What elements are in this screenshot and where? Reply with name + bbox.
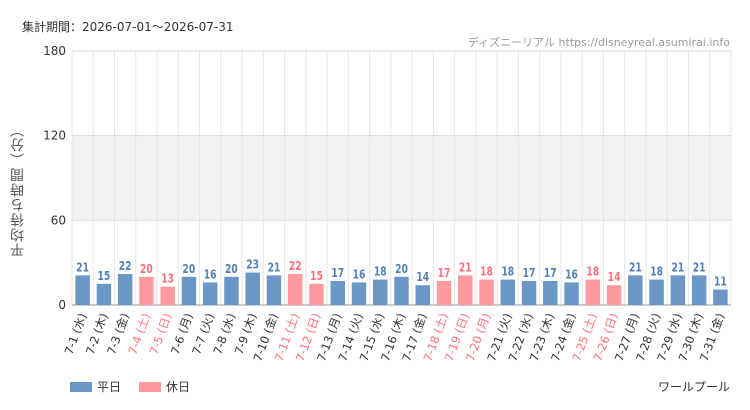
data-label: 16	[204, 268, 217, 282]
legend-swatch-holiday	[139, 381, 162, 392]
data-label: 18	[586, 265, 599, 279]
data-label: 21	[693, 261, 706, 275]
data-label: 15	[310, 269, 323, 283]
source-credit: ディズニーリアル https://disneyreal.asumirai.inf…	[467, 36, 730, 49]
data-label: 20	[140, 262, 153, 276]
bar	[670, 275, 686, 305]
data-label: 21	[459, 261, 472, 275]
data-label: 18	[501, 265, 514, 279]
legend-item-holiday: 休日	[139, 378, 190, 395]
legend: 平日 休日	[70, 378, 190, 395]
data-label: 13	[161, 272, 174, 286]
data-label: 17	[523, 266, 536, 280]
y-tick-label: 0	[58, 298, 66, 312]
data-label: 16	[565, 268, 578, 282]
bar	[266, 275, 282, 305]
bar	[287, 273, 303, 305]
bar	[309, 283, 324, 305]
data-label: 17	[544, 266, 557, 280]
bar	[606, 285, 622, 305]
data-label: 11	[714, 275, 727, 289]
bar	[394, 276, 409, 305]
bar	[713, 289, 728, 305]
bar	[202, 282, 218, 305]
data-label: 17	[331, 266, 344, 280]
bar	[139, 276, 154, 305]
data-label: 18	[374, 265, 387, 279]
bar	[160, 286, 175, 305]
legend-swatch-weekday	[70, 381, 92, 392]
bar	[75, 275, 90, 305]
bar	[330, 281, 345, 305]
data-label: 21	[629, 261, 642, 275]
data-label: 14	[608, 270, 621, 284]
data-label: 18	[480, 265, 493, 279]
bar	[181, 276, 197, 305]
data-label: 21	[268, 261, 281, 275]
bar	[436, 281, 452, 305]
bar	[564, 282, 579, 305]
bar	[96, 283, 112, 305]
bar	[521, 281, 537, 305]
attraction-name: ワールプール	[657, 380, 730, 394]
bar	[373, 279, 388, 305]
bar	[479, 279, 494, 305]
bar	[458, 275, 473, 305]
y-tick-label: 60	[51, 213, 66, 227]
data-label: 21	[671, 261, 684, 275]
bar	[628, 275, 643, 305]
bar	[245, 272, 260, 305]
bar	[585, 279, 601, 305]
data-label: 22	[289, 259, 302, 273]
bar	[543, 281, 558, 305]
bar	[351, 282, 367, 305]
bar	[224, 276, 239, 305]
data-label: 16	[353, 268, 366, 282]
bar	[500, 279, 516, 305]
y-tick-label: 120	[43, 129, 66, 143]
y-tick-label: 180	[43, 44, 66, 58]
data-label: 18	[650, 265, 663, 279]
bar	[415, 285, 430, 305]
data-label: 21	[76, 261, 89, 275]
data-label: 22	[119, 259, 132, 273]
bar	[117, 273, 133, 305]
data-label: 23	[246, 258, 259, 272]
data-label: 15	[98, 269, 111, 283]
data-label: 14	[416, 270, 429, 284]
legend-item-weekday: 平日	[70, 378, 121, 395]
bar	[649, 279, 664, 305]
legend-label-holiday: 休日	[166, 380, 191, 394]
data-label: 20	[225, 262, 238, 276]
legend-label-weekday: 平日	[97, 380, 122, 394]
data-label: 17	[438, 266, 451, 280]
data-label: 20	[183, 262, 196, 276]
bar	[691, 275, 707, 305]
shaded-band	[72, 135, 731, 221]
period-label: 集計期間：2026-07-01〜2026-07-31	[22, 20, 234, 34]
data-label: 20	[395, 262, 408, 276]
